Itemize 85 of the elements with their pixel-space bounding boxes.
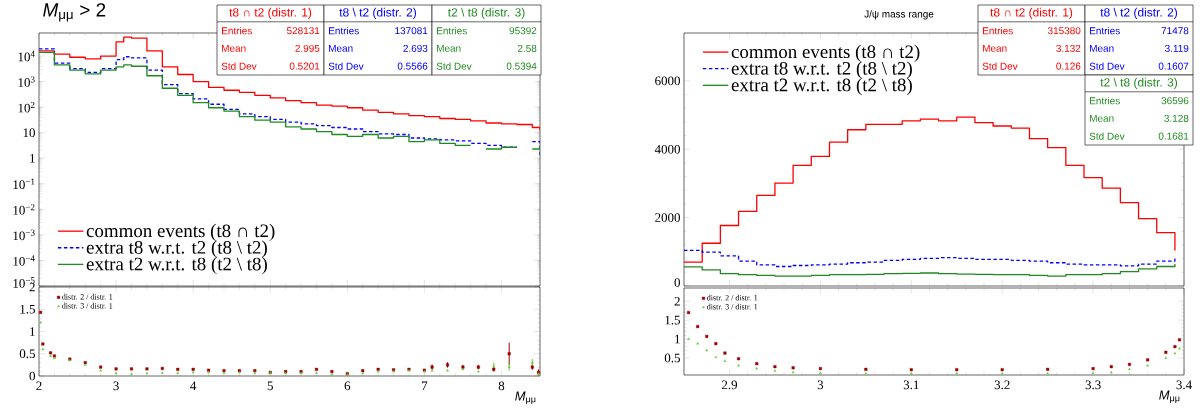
- y-tick-label: 10$^{2}$: [18, 101, 35, 113]
- annotation: 2.693: [403, 44, 428, 52]
- text: Entries: [222, 27, 252, 35]
- x-axis-title: M$_{μμ}$: [1159, 390, 1180, 403]
- annotation: Mean: [437, 44, 461, 52]
- y-tick-label: 0: [29, 371, 35, 381]
- x-tick-label: 3.1: [903, 380, 919, 390]
- legend-label: extra t8 w.r.t. t2 (t8 \ t2): [731, 61, 912, 79]
- annotation: Mean: [222, 44, 246, 52]
- annotation: Std Dev: [982, 62, 1018, 70]
- annotation: Entries: [983, 27, 1013, 35]
- y-tick-label: 1: [30, 327, 35, 336]
- text: 95392: [509, 27, 537, 35]
- annotation: Mean: [329, 44, 353, 52]
- annotation: 71478: [1161, 27, 1189, 35]
- x-tick-label: 5: [267, 381, 273, 391]
- x-tick-label: 3.3: [1085, 380, 1101, 390]
- y-tick-label: 0.5: [19, 349, 35, 359]
- annotation: 0.126: [1056, 62, 1081, 70]
- y-tick-label: 2: [674, 296, 680, 306]
- y-tick-label: 10: [23, 128, 35, 138]
- y-tick-label: 10$^{3}$: [18, 76, 35, 87]
- text: t2 \ t8 (distr. 3): [447, 7, 525, 19]
- annotation: 3.132: [1056, 44, 1081, 52]
- annotation: 0.5201: [289, 62, 320, 70]
- y-tick-label: 4000: [654, 144, 680, 154]
- text: t8 \ t2 (distr. 2): [339, 7, 417, 19]
- y-tick-label: 10$^{−1}$: [13, 178, 35, 190]
- x-tick-label: 3.2: [994, 380, 1010, 390]
- annotation: 315380: [1047, 27, 1081, 35]
- legend-label: common events (t8 ∩ t2): [731, 44, 920, 62]
- x-tick-label: 6: [344, 381, 351, 391]
- y-tick-label: 10$^{−2}$: [13, 204, 35, 215]
- x-tick-label: 3: [113, 381, 119, 391]
- annotation: 0.5394: [506, 62, 537, 70]
- y-tick-label: 6000: [655, 76, 680, 86]
- chart-title: J/ψ mass range: [864, 10, 934, 20]
- annotation: t2 \ t8 (distr. 3): [1100, 77, 1178, 89]
- text: 528131: [286, 27, 320, 35]
- annotation: 3.119: [1164, 44, 1189, 52]
- x-tick-label: 4: [190, 381, 197, 391]
- annotation: Entries: [1090, 27, 1120, 35]
- annotation: Std Dev: [221, 62, 257, 70]
- text: t8 \ t2 (distr. 2): [1100, 7, 1178, 19]
- annotation: Mean: [983, 44, 1007, 52]
- legend-label: extra t8 w.r.t. t2 (t8 \ t2): [86, 240, 267, 258]
- annotation: Std Dev: [1089, 62, 1125, 70]
- annotation: 3.128: [1164, 114, 1189, 122]
- x-axis-title: M$_{μμ}$: [515, 391, 536, 404]
- x-tick-label: 8: [498, 381, 505, 391]
- x-tick-label: 7: [422, 381, 428, 390]
- y-tick-label: 2000: [655, 213, 680, 222]
- annotation: 0.5566: [397, 62, 428, 70]
- annotation: Std Dev: [436, 62, 472, 70]
- x-tick-label: 3.4: [1176, 380, 1192, 390]
- annotation: 2.58: [517, 44, 537, 52]
- y-tick-label: 1: [30, 153, 35, 163]
- x-tick-label: 3: [817, 380, 824, 390]
- y-tick-label: 0.5: [664, 353, 680, 363]
- y-tick-label: 1: [675, 334, 680, 344]
- annotation: Std Dev: [328, 62, 364, 70]
- y-tick-label: 10$^{−3}$: [13, 229, 35, 241]
- y-tick-label: 0: [674, 278, 680, 287]
- annotation: Mean: [1090, 114, 1114, 122]
- text: t8 ∩ t2 (distr. 1): [990, 7, 1073, 19]
- x-tick-label: 2.9: [721, 380, 738, 390]
- text: t8 ∩ t2 (distr. 1): [229, 7, 312, 19]
- legend-label: extra t2 w.r.t. t8 (t2 \ t8): [731, 78, 912, 96]
- y-tick-label: 1.5: [665, 315, 680, 325]
- y-tick-label: 10$^{−4}$: [13, 255, 35, 266]
- text: Entries: [329, 27, 359, 35]
- annotation: Entries: [1090, 97, 1120, 105]
- text: 137081: [395, 27, 428, 35]
- legend-label: common events (t8 ∩ t2): [86, 223, 275, 242]
- annotation: Std Dev: [1089, 132, 1125, 140]
- annotation: 0.1681: [1158, 132, 1189, 140]
- chart-title: M$_{μμ}$ > 2: [43, 3, 106, 22]
- annotation: 36596: [1161, 97, 1189, 105]
- annotation: 0.1607: [1158, 62, 1189, 70]
- y-tick-label: 1.5: [20, 304, 35, 314]
- y-tick-label: 10$^{4}$: [18, 50, 35, 62]
- annotation: 2.995: [295, 44, 320, 52]
- legend-label: extra t2 w.r.t. t8 (t2 \ t8): [86, 257, 267, 275]
- text: Entries: [437, 27, 467, 35]
- annotation: Mean: [1090, 44, 1114, 52]
